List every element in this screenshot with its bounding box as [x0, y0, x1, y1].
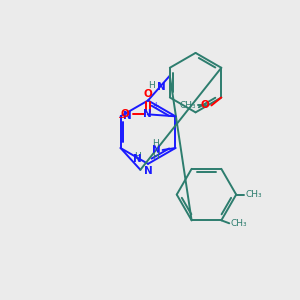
Text: H: H: [152, 139, 159, 148]
Text: N: N: [152, 145, 161, 155]
Text: N: N: [134, 154, 142, 164]
Text: H: H: [134, 152, 141, 161]
Text: −: −: [118, 113, 126, 123]
Text: O: O: [143, 89, 152, 100]
Text: H: H: [148, 81, 155, 90]
Text: O: O: [201, 100, 209, 110]
Text: H: H: [152, 152, 159, 161]
Text: N: N: [157, 82, 166, 92]
Text: N: N: [122, 111, 131, 121]
Text: +: +: [153, 101, 159, 110]
Text: CH₃: CH₃: [230, 219, 247, 228]
Text: N: N: [143, 109, 152, 119]
Text: CH₃: CH₃: [180, 101, 196, 110]
Text: O: O: [120, 109, 129, 119]
Text: N: N: [144, 166, 152, 176]
Text: CH₃: CH₃: [245, 190, 262, 199]
